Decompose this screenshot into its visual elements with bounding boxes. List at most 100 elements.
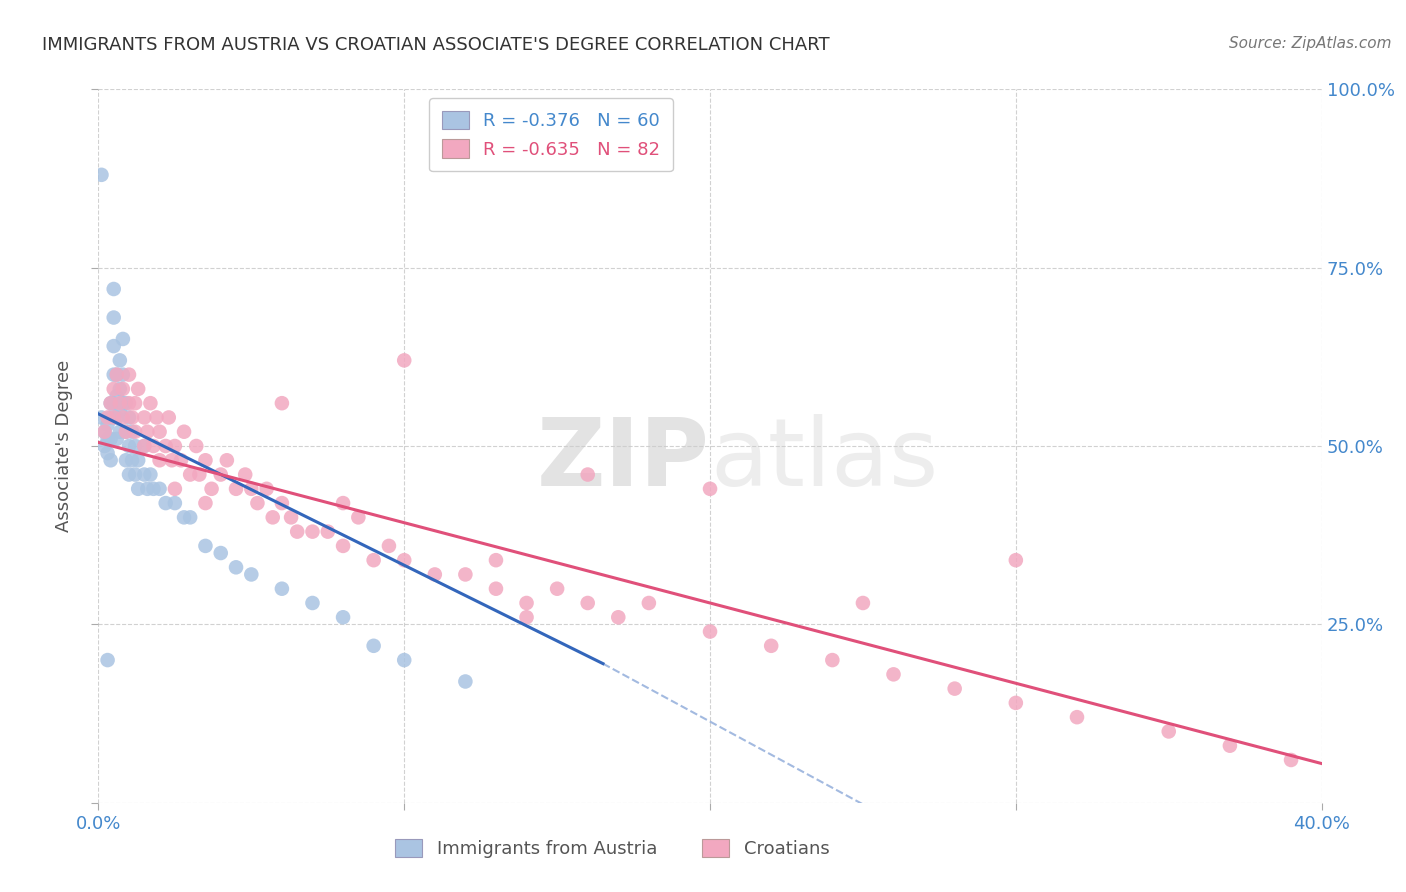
Point (347, 510, 370, 524)
Point (516, 610, 538, 624)
Point (363, 553, 385, 567)
Point (136, 482, 159, 496)
Point (149, 482, 172, 496)
Point (139, 467, 162, 482)
Point (883, 667, 905, 681)
Point (149, 453, 172, 467)
Point (821, 653, 844, 667)
Point (103, 282, 125, 296)
Point (301, 524, 323, 539)
Point (121, 425, 143, 439)
Point (124, 396, 146, 410)
Point (285, 524, 308, 539)
Point (759, 639, 782, 653)
Point (699, 624, 721, 639)
Point (100, 410, 122, 425)
Point (115, 453, 138, 467)
Point (155, 496, 177, 510)
Point (103, 410, 125, 425)
Point (103, 368, 125, 382)
Point (111, 368, 134, 382)
Point (699, 482, 721, 496)
Point (363, 639, 385, 653)
Point (108, 425, 131, 439)
Text: Source: ZipAtlas.com: Source: ZipAtlas.com (1229, 36, 1392, 51)
Point (1219, 739, 1241, 753)
Point (127, 453, 149, 467)
Point (121, 410, 143, 425)
Point (124, 439, 146, 453)
Point (163, 496, 186, 510)
Point (546, 582, 568, 596)
Point (118, 439, 141, 453)
Point (209, 546, 232, 560)
Point (1004, 553, 1026, 567)
Y-axis label: Associate's Degree: Associate's Degree (55, 359, 73, 533)
Point (103, 396, 125, 410)
Point (423, 567, 446, 582)
Point (179, 467, 201, 482)
Point (332, 610, 354, 624)
Point (103, 310, 125, 325)
Point (108, 396, 131, 410)
Point (332, 496, 354, 510)
Point (105, 389, 128, 403)
Point (103, 339, 125, 353)
Point (485, 553, 508, 567)
Point (145, 410, 167, 425)
Point (262, 510, 284, 524)
Point (194, 496, 217, 510)
Point (142, 439, 165, 453)
Point (378, 539, 401, 553)
Point (270, 396, 292, 410)
Point (100, 432, 122, 446)
Text: IMMIGRANTS FROM AUSTRIA VS CROATIAN ASSOCIATE'S DEGREE CORRELATION CHART: IMMIGRANTS FROM AUSTRIA VS CROATIAN ASSO… (42, 36, 830, 54)
Point (188, 467, 211, 482)
Point (1066, 710, 1088, 724)
Point (108, 353, 131, 368)
Point (134, 467, 156, 482)
Point (136, 425, 159, 439)
Point (1157, 724, 1180, 739)
Point (124, 425, 146, 439)
Point (225, 482, 247, 496)
Point (134, 410, 156, 425)
Point (118, 410, 141, 425)
Point (121, 453, 143, 467)
Point (170, 453, 193, 467)
Point (943, 681, 966, 696)
Point (105, 368, 128, 382)
Point (215, 453, 238, 467)
Point (516, 596, 538, 610)
Point (163, 439, 186, 453)
Point (280, 510, 302, 524)
Point (97, 446, 120, 460)
Point (149, 425, 172, 439)
Point (454, 567, 477, 582)
Point (173, 510, 195, 524)
Point (93, 439, 115, 453)
Point (173, 425, 195, 439)
Point (111, 396, 134, 410)
Point (270, 496, 292, 510)
Point (118, 396, 141, 410)
Point (111, 382, 134, 396)
Point (485, 582, 508, 596)
Point (240, 567, 263, 582)
Point (93, 425, 115, 439)
Point (194, 539, 217, 553)
Point (332, 539, 354, 553)
Text: ZIP: ZIP (537, 414, 710, 507)
Point (454, 674, 477, 689)
Point (100, 396, 122, 410)
Point (118, 368, 141, 382)
Point (124, 467, 146, 482)
Point (103, 382, 125, 396)
Point (186, 439, 208, 453)
Point (256, 482, 278, 496)
Text: atlas: atlas (710, 414, 938, 507)
Point (1279, 753, 1302, 767)
Point (93, 425, 115, 439)
Point (97, 432, 120, 446)
Point (163, 482, 186, 496)
